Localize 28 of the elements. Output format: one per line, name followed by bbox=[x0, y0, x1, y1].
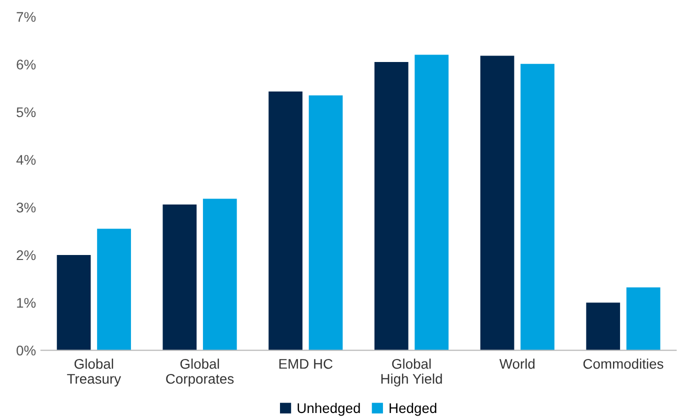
bar bbox=[268, 92, 302, 350]
x-tick-label: Commodities bbox=[583, 358, 664, 369]
bar bbox=[308, 95, 343, 350]
y-tick-label: 0% bbox=[16, 346, 36, 356]
bar bbox=[480, 56, 514, 350]
bar bbox=[202, 198, 237, 350]
bar bbox=[414, 54, 449, 350]
bar bbox=[56, 254, 91, 350]
bar bbox=[520, 64, 554, 350]
legend-label: Unhedged bbox=[298, 402, 360, 416]
bar bbox=[626, 287, 660, 350]
y-tick-label: 1% bbox=[17, 298, 36, 308]
y-tick-label: 2% bbox=[16, 250, 36, 260]
x-tick-label: Global High Yield bbox=[381, 358, 442, 387]
legend-label: Hedged bbox=[390, 402, 436, 416]
bar bbox=[97, 228, 131, 350]
bar bbox=[162, 204, 197, 350]
y-tick-label: 4% bbox=[16, 155, 36, 165]
y-tick-label: 5% bbox=[16, 107, 36, 118]
y-tick-label: 7% bbox=[16, 12, 36, 22]
x-tick-label: Global Corporates bbox=[166, 358, 234, 387]
x-tick-label: World bbox=[499, 358, 534, 369]
y-tick-label: 6% bbox=[16, 60, 36, 70]
x-tick-label: Global Treasury bbox=[67, 358, 122, 387]
y-tick-label: 3% bbox=[16, 202, 36, 212]
bar bbox=[374, 62, 408, 350]
bar bbox=[586, 302, 620, 350]
x-tick-label: EMD HC bbox=[279, 358, 333, 369]
